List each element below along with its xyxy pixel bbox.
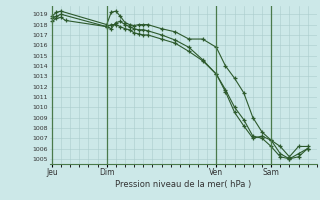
X-axis label: Pression niveau de la mer( hPa ): Pression niveau de la mer( hPa ) bbox=[115, 180, 251, 189]
